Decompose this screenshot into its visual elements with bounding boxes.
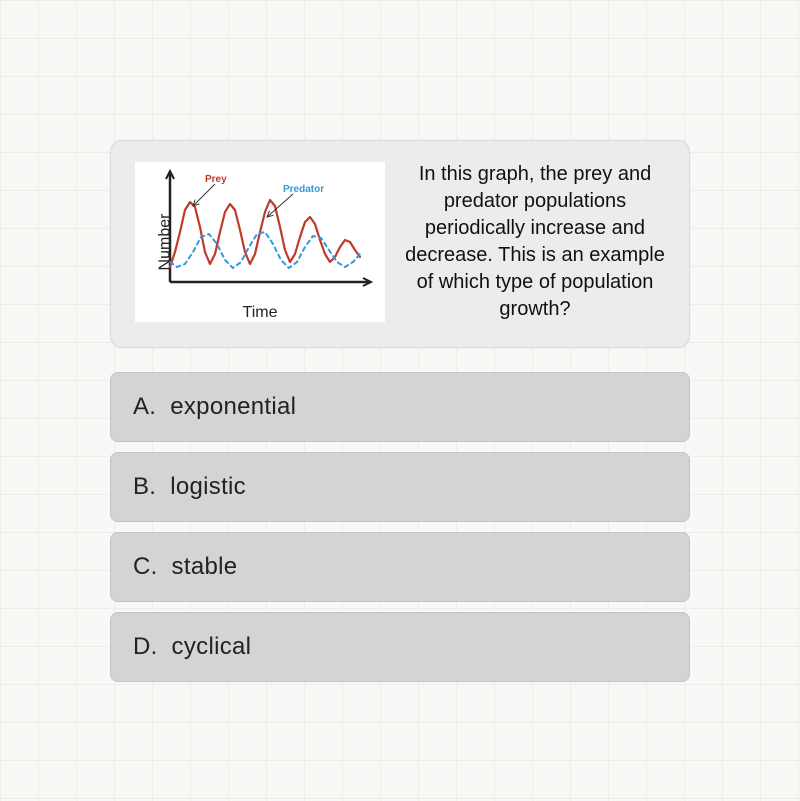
answer-options: A. exponential B. logistic C. stable D. … xyxy=(110,372,690,682)
option-text: exponential xyxy=(170,393,296,420)
question-text: In this graph, the prey and predator pop… xyxy=(405,161,665,323)
x-axis-label: Time xyxy=(243,304,278,322)
option-letter: D. xyxy=(133,633,158,660)
prey-series-label: Prey xyxy=(205,174,227,185)
predator-series-label: Predator xyxy=(283,184,324,195)
option-letter: C. xyxy=(133,553,158,580)
option-letter: A. xyxy=(133,393,156,420)
population-chart: Number Time Prey Predator xyxy=(135,162,385,322)
option-text: stable xyxy=(172,553,238,580)
y-axis-label: Number xyxy=(156,214,174,271)
option-c[interactable]: C. stable xyxy=(110,532,690,602)
option-text: logistic xyxy=(170,473,246,500)
option-d[interactable]: D. cyclical xyxy=(110,612,690,682)
option-text: cyclical xyxy=(172,633,252,660)
option-b[interactable]: B. logistic xyxy=(110,452,690,522)
option-a[interactable]: A. exponential xyxy=(110,372,690,442)
question-card: Number Time Prey Predator In this graph,… xyxy=(110,140,690,348)
option-letter: B. xyxy=(133,473,156,500)
